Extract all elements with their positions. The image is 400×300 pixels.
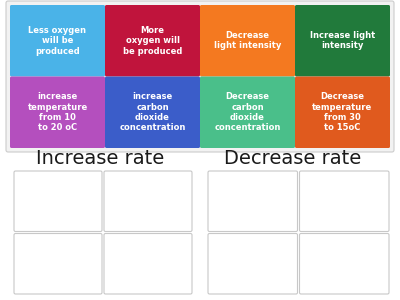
FancyBboxPatch shape (14, 171, 102, 232)
FancyBboxPatch shape (104, 233, 192, 294)
FancyBboxPatch shape (104, 171, 192, 232)
Text: Decrease
carbon
dioxide
concentration: Decrease carbon dioxide concentration (214, 92, 281, 132)
FancyBboxPatch shape (14, 233, 102, 294)
FancyBboxPatch shape (10, 5, 105, 76)
Text: Decrease
temperature
from 30
to 15oC: Decrease temperature from 30 to 15oC (312, 92, 373, 132)
Text: More
oxygen will
be produced: More oxygen will be produced (123, 26, 182, 56)
Text: Decrease rate: Decrease rate (224, 148, 362, 167)
Text: increase
carbon
dioxide
concentration: increase carbon dioxide concentration (119, 92, 186, 132)
FancyBboxPatch shape (208, 171, 298, 232)
FancyBboxPatch shape (200, 5, 295, 76)
FancyBboxPatch shape (300, 233, 389, 294)
FancyBboxPatch shape (295, 76, 390, 148)
FancyBboxPatch shape (10, 76, 105, 148)
FancyBboxPatch shape (208, 233, 298, 294)
Text: Decrease
light intensity: Decrease light intensity (214, 31, 281, 50)
Text: Increase rate: Increase rate (36, 148, 164, 167)
FancyBboxPatch shape (295, 5, 390, 76)
Text: increase
temperature
from 10
to 20 oC: increase temperature from 10 to 20 oC (27, 92, 88, 132)
FancyBboxPatch shape (105, 76, 200, 148)
FancyBboxPatch shape (6, 1, 394, 152)
Text: Increase light
intensity: Increase light intensity (310, 31, 375, 50)
FancyBboxPatch shape (200, 76, 295, 148)
Text: Less oxygen
will be
produced: Less oxygen will be produced (28, 26, 86, 56)
FancyBboxPatch shape (300, 171, 389, 232)
FancyBboxPatch shape (105, 5, 200, 76)
